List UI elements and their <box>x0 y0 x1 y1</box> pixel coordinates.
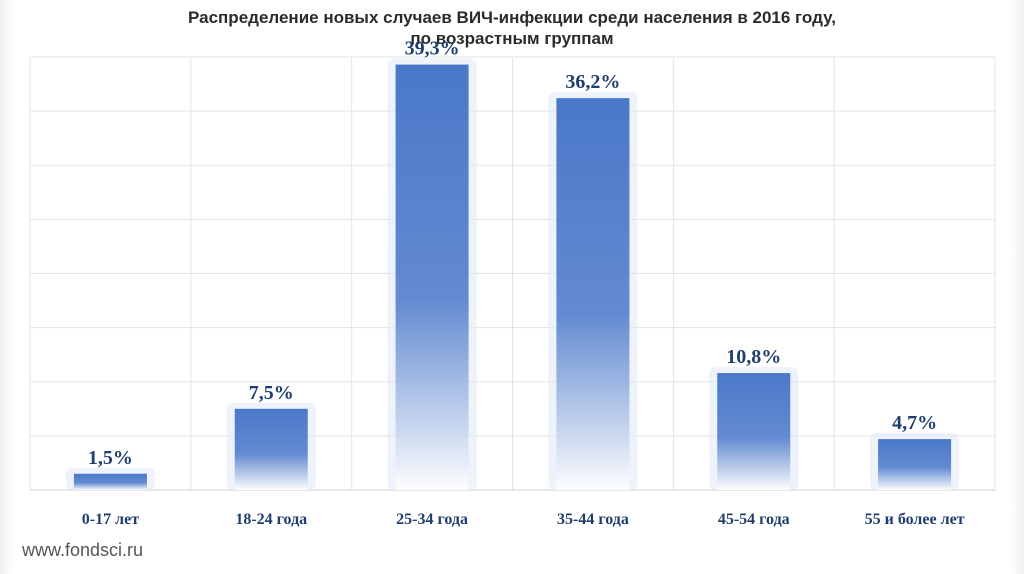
chart-title-line-1: Распределение новых случаев ВИЧ-инфекции… <box>188 8 836 27</box>
bar-1 <box>73 473 147 490</box>
watermark: www.fondsci.ru <box>22 540 144 560</box>
data-labels: 1,5% 7,5% 39,3% 36,2% 10,8% 4,7% <box>88 38 937 469</box>
data-label-6: 4,7% <box>892 412 937 434</box>
category-labels: 0-17 лет 18-24 года 25-34 года 35-44 года 45… <box>82 511 965 528</box>
category-label-3: 25-34 года <box>396 511 468 528</box>
bar-4 <box>556 98 630 490</box>
bar-3 <box>395 64 469 490</box>
category-label-6: 55 и более лет <box>865 511 965 528</box>
category-label-2: 18-24 года <box>235 511 307 528</box>
data-label-5: 10,8% <box>726 346 781 368</box>
chart-title-line-2: по возрастным группам <box>410 29 614 48</box>
category-label-4: 35-44 года <box>557 511 629 528</box>
bar-2 <box>234 408 308 490</box>
bars <box>65 58 960 490</box>
data-label-4: 36,2% <box>565 71 620 93</box>
chart-title: Распределение новых случаев ВИЧ-инфекции… <box>0 7 1024 49</box>
category-label-1: 0-17 лет <box>82 511 139 528</box>
data-label-1: 1,5% <box>88 447 133 469</box>
bar-5 <box>717 373 791 490</box>
data-label-2: 7,5% <box>249 382 294 404</box>
category-label-5: 45-54 года <box>718 511 790 528</box>
grid <box>29 56 996 491</box>
bar-6 <box>878 439 952 490</box>
data-label-3: 39,3% <box>405 38 460 60</box>
